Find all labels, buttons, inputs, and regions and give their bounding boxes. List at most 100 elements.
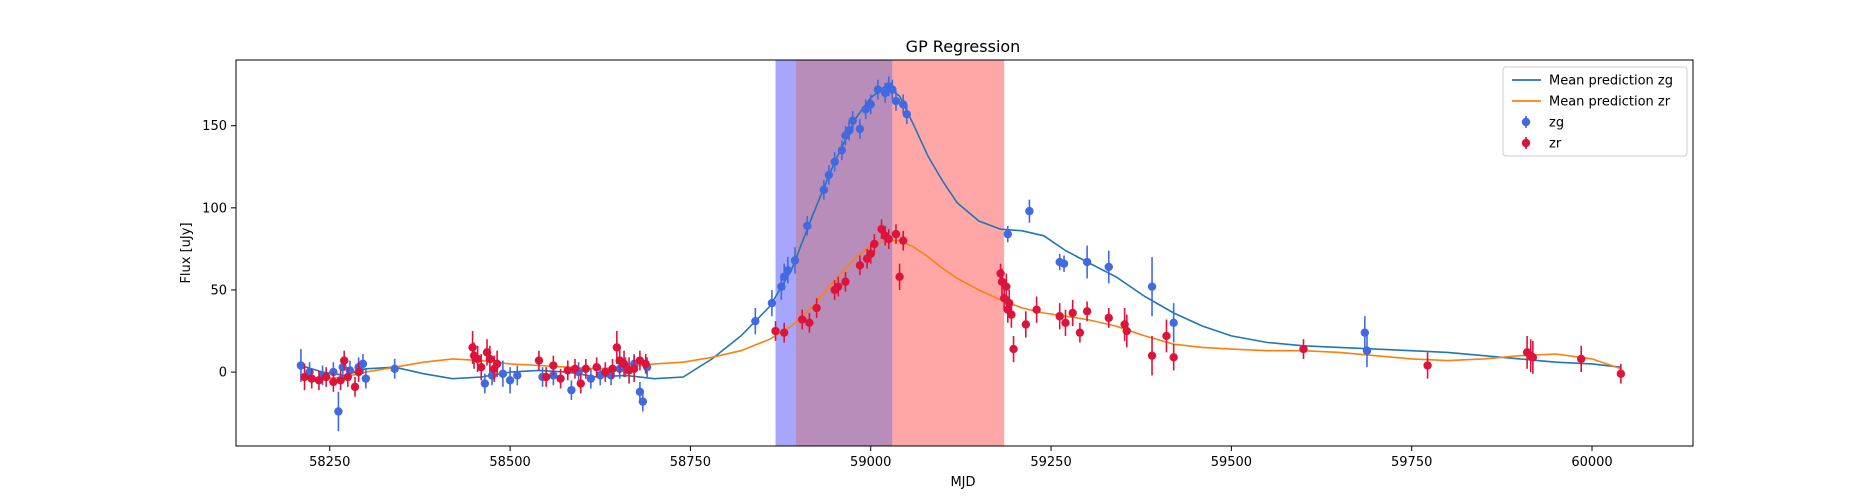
data-point-zr bbox=[549, 361, 558, 370]
data-point-zr bbox=[581, 364, 591, 373]
data-point-zr bbox=[1577, 354, 1586, 364]
data-point-zr bbox=[485, 354, 495, 364]
legend-label: zr bbox=[1549, 137, 1562, 152]
data-point-zg bbox=[498, 369, 508, 378]
data-point-zr bbox=[473, 354, 482, 364]
legend-box bbox=[1502, 66, 1688, 157]
data-point-zr bbox=[1528, 353, 1538, 362]
data-point-zg bbox=[361, 374, 371, 383]
data-point-zr bbox=[1055, 312, 1064, 321]
data-point-zr bbox=[855, 261, 865, 270]
legend-entry-mean-zr: Mean prediction zr bbox=[1512, 95, 1671, 110]
data-point-zr bbox=[1007, 310, 1016, 319]
data-point-zr bbox=[812, 303, 821, 313]
mean-line-zr bbox=[300, 239, 1622, 380]
mean-line-zg bbox=[300, 85, 1621, 380]
data-point-zr bbox=[1616, 369, 1626, 378]
data-point-zg bbox=[1169, 318, 1178, 328]
data-point-zr bbox=[1162, 331, 1171, 341]
y-tick-label: 50 bbox=[210, 283, 227, 298]
data-point-zr bbox=[339, 356, 349, 365]
data-point-zr bbox=[570, 364, 580, 373]
data-point-zg bbox=[1082, 257, 1092, 267]
chart-title: GP Regression bbox=[906, 37, 1021, 56]
data-point-zg bbox=[334, 407, 343, 416]
x-tick-label: 59000 bbox=[850, 455, 891, 470]
data-point-zg bbox=[358, 359, 368, 369]
data-point-zr bbox=[1082, 307, 1092, 316]
legend-label: zg bbox=[1549, 116, 1564, 131]
data-point-zr bbox=[1122, 326, 1131, 336]
legend-entry-zr: zr bbox=[1521, 137, 1562, 152]
data-point-zg bbox=[505, 376, 515, 385]
data-point-zr bbox=[541, 372, 551, 382]
data-point-zr bbox=[576, 379, 585, 388]
x-tick-label: 59750 bbox=[1391, 455, 1432, 470]
x-tick-label: 58500 bbox=[489, 455, 530, 470]
data-point-zg bbox=[1104, 262, 1113, 272]
data-point-zg bbox=[586, 374, 596, 383]
x-tick-label: 59500 bbox=[1211, 455, 1252, 470]
data-point-zr bbox=[321, 372, 331, 382]
data-point-zg bbox=[296, 361, 306, 370]
data-point-zr bbox=[477, 362, 486, 372]
y-tick-label: 0 bbox=[219, 366, 227, 381]
data-point-zg bbox=[819, 185, 829, 194]
legend-marker-swatch bbox=[1521, 117, 1531, 127]
x-tick-label: 58250 bbox=[309, 455, 350, 470]
data-point-zr bbox=[1075, 328, 1085, 337]
data-point-zr bbox=[592, 362, 601, 372]
data-point-zr bbox=[608, 364, 617, 373]
data-point-zg bbox=[898, 100, 908, 109]
data-point-zr bbox=[336, 376, 345, 385]
data-point-zr bbox=[343, 372, 352, 382]
data-point-zr bbox=[601, 367, 610, 377]
data-point-zg bbox=[783, 266, 792, 275]
data-point-zg bbox=[1147, 282, 1157, 291]
shaded-region-1 bbox=[775, 60, 796, 446]
data-point-zg bbox=[888, 85, 897, 94]
data-point-zr bbox=[300, 372, 309, 382]
data-point-zg bbox=[1059, 259, 1069, 268]
data-point-zr bbox=[996, 269, 1005, 278]
data-point-zg bbox=[638, 397, 648, 406]
data-point-zr bbox=[329, 377, 338, 387]
data-point-zr bbox=[468, 343, 477, 352]
data-point-zr bbox=[1423, 361, 1432, 370]
data-point-zr bbox=[1032, 305, 1041, 314]
plot-area: 58250 58500 58750 59000 59250 59500 59750 60000… bbox=[202, 59, 1694, 470]
data-point-zg bbox=[767, 298, 777, 308]
shaded-region-2 bbox=[795, 60, 893, 446]
data-point-zg bbox=[873, 85, 883, 94]
data-point-zg bbox=[329, 367, 338, 377]
data-point-zr bbox=[895, 272, 904, 282]
legend-marker-swatch bbox=[1521, 138, 1531, 148]
data-point-zg bbox=[824, 170, 834, 180]
data-point-zr bbox=[898, 236, 908, 245]
data-point-zg bbox=[480, 379, 490, 388]
data-point-zr bbox=[798, 315, 807, 324]
data-point-zg bbox=[1003, 229, 1012, 239]
data-point-zg bbox=[779, 272, 789, 282]
data-point-zr bbox=[891, 229, 901, 239]
data-point-zg bbox=[848, 116, 857, 125]
data-point-zr bbox=[350, 382, 360, 392]
data-point-zg bbox=[803, 221, 812, 231]
data-point-zr bbox=[629, 364, 639, 373]
data-point-zg bbox=[844, 126, 854, 135]
data-point-zg bbox=[855, 124, 865, 134]
data-point-zg bbox=[866, 100, 875, 109]
legend-label: Mean prediction zr bbox=[1549, 95, 1671, 110]
data-point-zr bbox=[841, 277, 850, 286]
data-point-zr bbox=[779, 328, 789, 337]
data-point-zg bbox=[891, 96, 901, 106]
data-point-zg bbox=[513, 371, 522, 380]
data-point-zg bbox=[830, 157, 839, 167]
data-point-zg bbox=[390, 364, 399, 373]
data-point-zr bbox=[619, 359, 629, 369]
data-point-zg bbox=[1025, 206, 1034, 216]
data-point-zr bbox=[805, 318, 814, 328]
data-point-zg bbox=[790, 256, 800, 265]
y-tick-label: 100 bbox=[202, 201, 227, 216]
legend: Mean prediction zg Mean prediction zr zg zr bbox=[1502, 66, 1688, 157]
